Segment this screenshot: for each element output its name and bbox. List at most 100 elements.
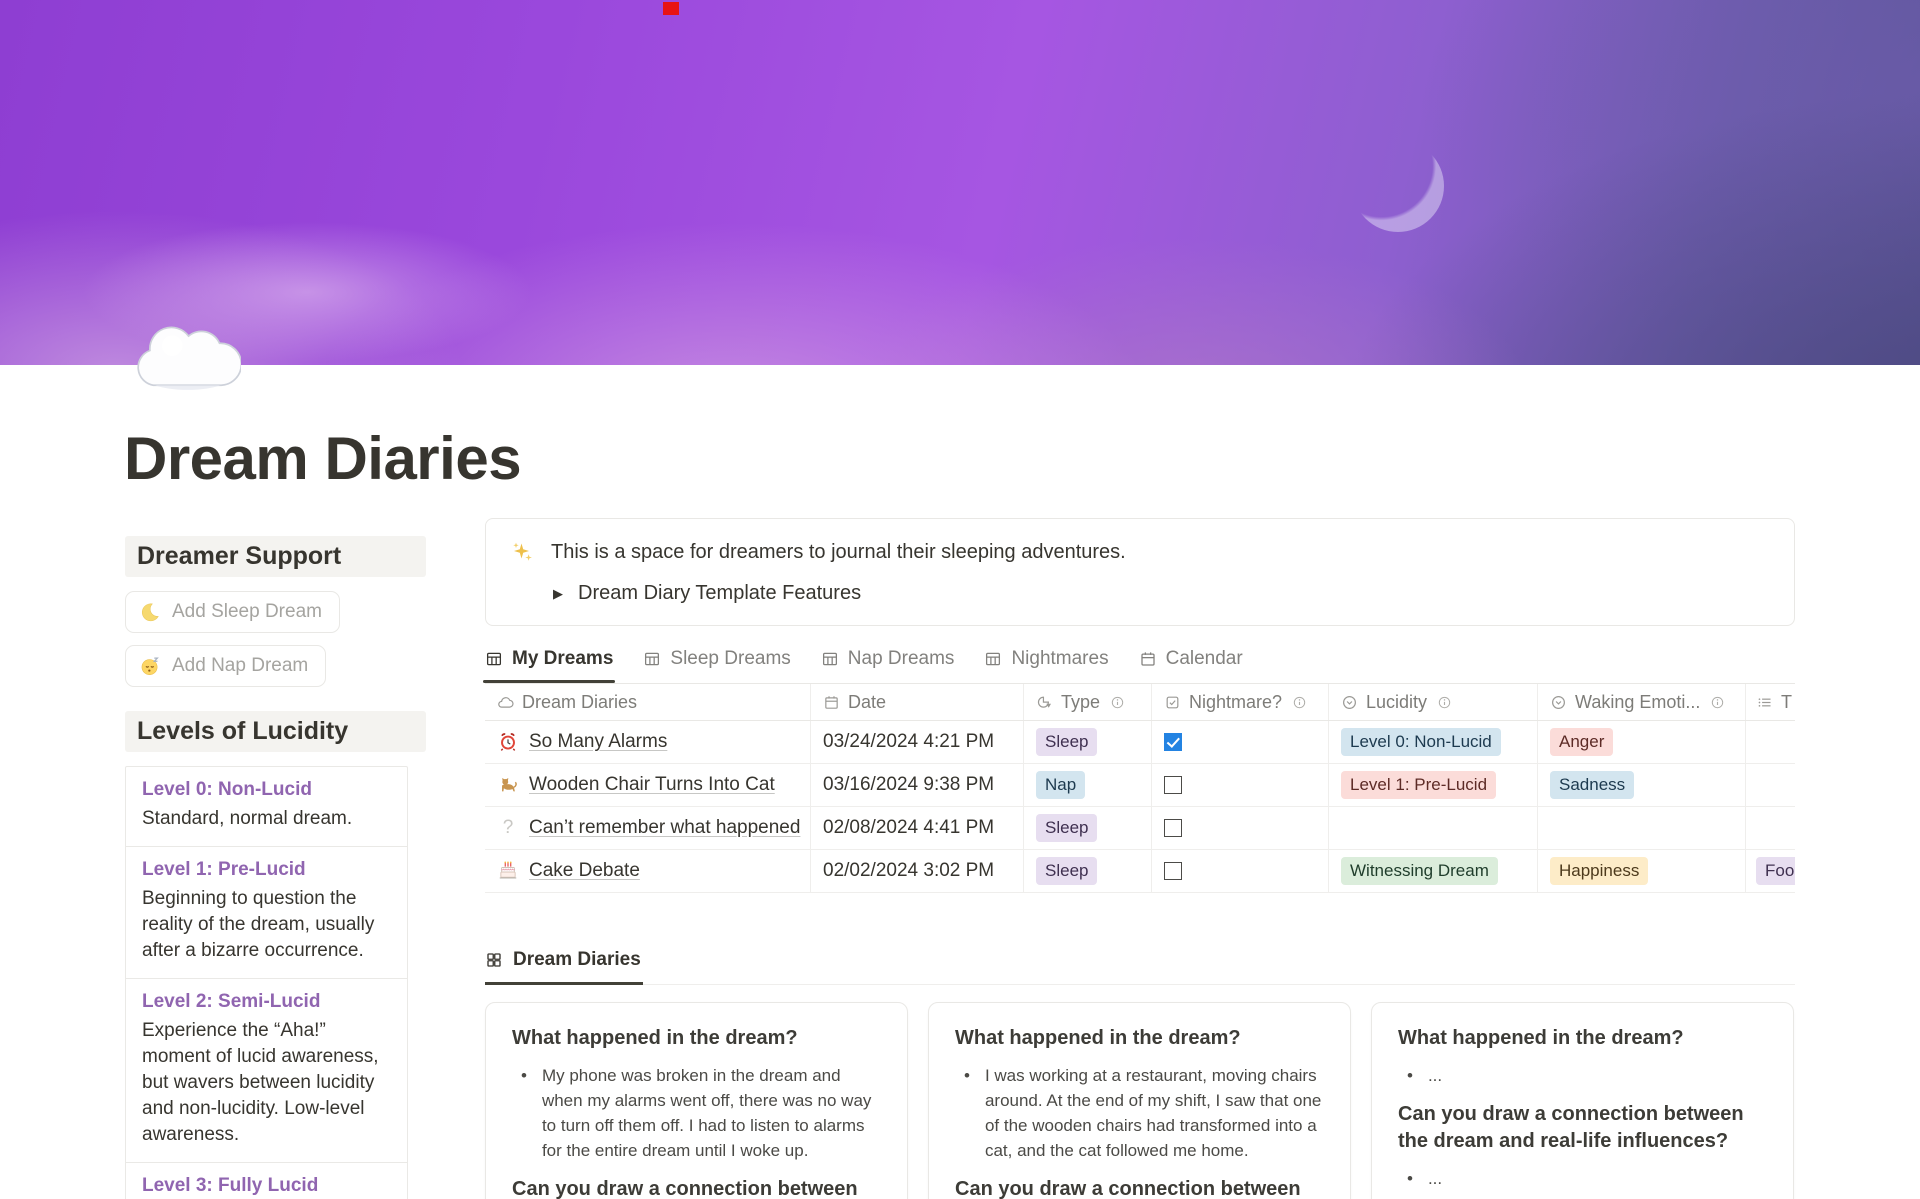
lucidity-tag: Level 1: Pre-Lucid xyxy=(1341,771,1497,799)
tab-sleep-dreams[interactable]: Sleep Dreams xyxy=(643,648,791,683)
column-label: Type xyxy=(1061,691,1101,712)
gallery-view-icon xyxy=(485,951,503,969)
card-answer: My phone was broken in the dream and whe… xyxy=(541,1066,872,1160)
gallery-cards: What happened in the dream? • My phone w… xyxy=(485,1002,1795,1199)
add-sleep-dream-label: Add Sleep Dream xyxy=(172,601,322,622)
card-answer: I was working at a restaurant, moving ch… xyxy=(984,1066,1322,1160)
date-value[interactable]: 02/08/2024 4:41 PM xyxy=(823,817,995,838)
tab-label: Dream Diaries xyxy=(513,949,641,970)
row-title-link[interactable]: Can’t remember what happened xyxy=(529,817,801,838)
cloud-icon xyxy=(497,694,514,711)
column-header-date[interactable]: Date xyxy=(811,684,1024,720)
nightmare-checkbox-unchecked[interactable] xyxy=(1164,819,1182,837)
dream-card[interactable]: What happened in the dream? • ... Can yo… xyxy=(1371,1002,1794,1199)
type-tag: Sleep xyxy=(1036,857,1098,885)
callout-text: This is a space for dreamers to journal … xyxy=(551,541,1126,563)
table-view-icon xyxy=(643,650,661,668)
tab-nap-dreams[interactable]: Nap Dreams xyxy=(821,648,954,683)
date-value[interactable]: 03/16/2024 9:38 PM xyxy=(823,774,995,795)
dreamer-support-heading: Dreamer Support xyxy=(125,536,426,577)
date-value[interactable]: 03/24/2024 4:21 PM xyxy=(823,731,995,752)
crescent-moon-decoration xyxy=(1352,140,1444,232)
tab-calendar[interactable]: Calendar xyxy=(1139,648,1243,683)
date-value[interactable]: 02/02/2024 3:02 PM xyxy=(823,860,995,881)
add-nap-dream-label: Add Nap Dream xyxy=(172,655,309,676)
table-row: Wooden Chair Turns Into Cat 03/16/2024 9… xyxy=(485,764,1795,807)
level-description: Beginning to question the reality of the… xyxy=(142,888,375,961)
bullet-dot: • xyxy=(521,1066,527,1085)
missing-page-icon: ? xyxy=(502,817,514,838)
column-header-type[interactable]: Type xyxy=(1024,684,1152,720)
page-title[interactable]: Dream Diaries xyxy=(124,425,522,492)
calendar-icon xyxy=(823,694,840,711)
column-header-dream-diaries[interactable]: Dream Diaries xyxy=(485,684,811,720)
checkbox-property-icon xyxy=(1164,694,1181,711)
column-header-tags[interactable]: T xyxy=(1746,684,1795,720)
column-label: Date xyxy=(848,691,887,712)
dream-card[interactable]: What happened in the dream? • My phone w… xyxy=(485,1002,908,1199)
tab-nightmares[interactable]: Nightmares xyxy=(984,648,1109,683)
sleepy-face-icon xyxy=(139,655,161,677)
tab-my-dreams[interactable]: My Dreams xyxy=(482,648,616,683)
nightmare-checkbox-unchecked[interactable] xyxy=(1164,776,1182,794)
tab-label: My Dreams xyxy=(512,648,614,669)
nightmare-checkbox-checked[interactable] xyxy=(1164,733,1182,751)
toggle-arrow-icon: ▶ xyxy=(553,585,563,601)
page-icon-cloud[interactable] xyxy=(131,316,241,396)
column-label: Lucidity xyxy=(1366,691,1428,712)
sidebar: Dreamer Support Add Sleep Dream Add Nap … xyxy=(125,536,426,1199)
card-question: What happened in the dream? xyxy=(955,1027,1241,1049)
info-icon[interactable] xyxy=(1292,695,1307,710)
tab-dream-diaries-gallery[interactable]: Dream Diaries xyxy=(485,949,643,985)
multi-select-property-icon xyxy=(1756,694,1773,711)
column-header-nightmare[interactable]: Nightmare? xyxy=(1152,684,1329,720)
alarm-clock-icon xyxy=(497,731,519,753)
level-description: Standard, normal dream. xyxy=(142,808,353,829)
bullet-dot: • xyxy=(1407,1169,1413,1188)
row-title-link[interactable]: Wooden Chair Turns Into Cat xyxy=(529,774,775,795)
tab-label: Calendar xyxy=(1165,648,1243,669)
toggle-label: Dream Diary Template Features xyxy=(578,582,862,604)
dreams-table: Dream Diaries Date Type Nightmare? xyxy=(485,683,1795,893)
nightmare-checkbox-unchecked[interactable] xyxy=(1164,862,1182,880)
level-title: Level 1: Pre-Lucid xyxy=(142,859,306,880)
view-tabs: My Dreams Sleep Dreams Nap Dreams Nightm… xyxy=(482,648,1795,683)
level-row-1: Level 1: Pre-Lucid Beginning to question… xyxy=(126,847,407,979)
template-features-toggle[interactable]: ▶ Dream Diary Template Features xyxy=(553,582,1770,605)
info-icon[interactable] xyxy=(1110,695,1125,710)
row-title-link[interactable]: Cake Debate xyxy=(529,860,640,881)
add-sleep-dream-button[interactable]: Add Sleep Dream xyxy=(125,591,340,633)
level-description: Experience the “Aha!” moment of lucid aw… xyxy=(142,1020,379,1145)
level-title: Level 2: Semi-Lucid xyxy=(142,991,321,1012)
lucidity-tag: Witnessing Dream xyxy=(1341,857,1498,885)
column-header-lucidity[interactable]: Lucidity xyxy=(1329,684,1538,720)
info-icon[interactable] xyxy=(1437,695,1452,710)
tab-label: Nightmares xyxy=(1011,648,1109,669)
level-row-0: Level 0: Non-Lucid Standard, normal drea… xyxy=(126,767,407,847)
lucidity-levels-table: Level 0: Non-Lucid Standard, normal drea… xyxy=(125,766,408,1199)
waking-emotion-tag: Sadness xyxy=(1550,771,1635,799)
card-answer: ... xyxy=(1427,1066,1443,1085)
column-label: Nightmare? xyxy=(1189,691,1283,712)
dream-card[interactable]: What happened in the dream? • I was work… xyxy=(928,1002,1351,1199)
table-row: Cake Debate 02/02/2024 3:02 PM Sleep Wit… xyxy=(485,850,1795,893)
bullet-dot: • xyxy=(1407,1066,1413,1085)
table-view-icon xyxy=(821,650,839,668)
cover-image xyxy=(0,0,1920,365)
table-view-icon xyxy=(984,650,1002,668)
cat-icon xyxy=(497,774,519,796)
table-row: So Many Alarms 03/24/2024 4:21 PM Sleep … xyxy=(485,721,1795,764)
row-title-link[interactable]: So Many Alarms xyxy=(529,731,668,752)
level-title: Level 3: Fully Lucid xyxy=(142,1175,319,1196)
info-icon[interactable] xyxy=(1710,695,1725,710)
add-nap-dream-button[interactable]: Add Nap Dream xyxy=(125,645,327,687)
type-tag: Nap xyxy=(1036,771,1086,799)
tags-tag: Foo xyxy=(1756,857,1795,885)
birthday-cake-icon xyxy=(497,860,519,882)
lucidity-tag: Level 0: Non-Lucid xyxy=(1341,728,1501,756)
column-header-waking-emotion[interactable]: Waking Emoti... xyxy=(1538,684,1746,720)
card-question: What happened in the dream? xyxy=(1398,1027,1684,1049)
waking-emotion-tag: Happiness xyxy=(1550,857,1649,885)
waking-emotion-tag: Anger xyxy=(1550,728,1614,756)
